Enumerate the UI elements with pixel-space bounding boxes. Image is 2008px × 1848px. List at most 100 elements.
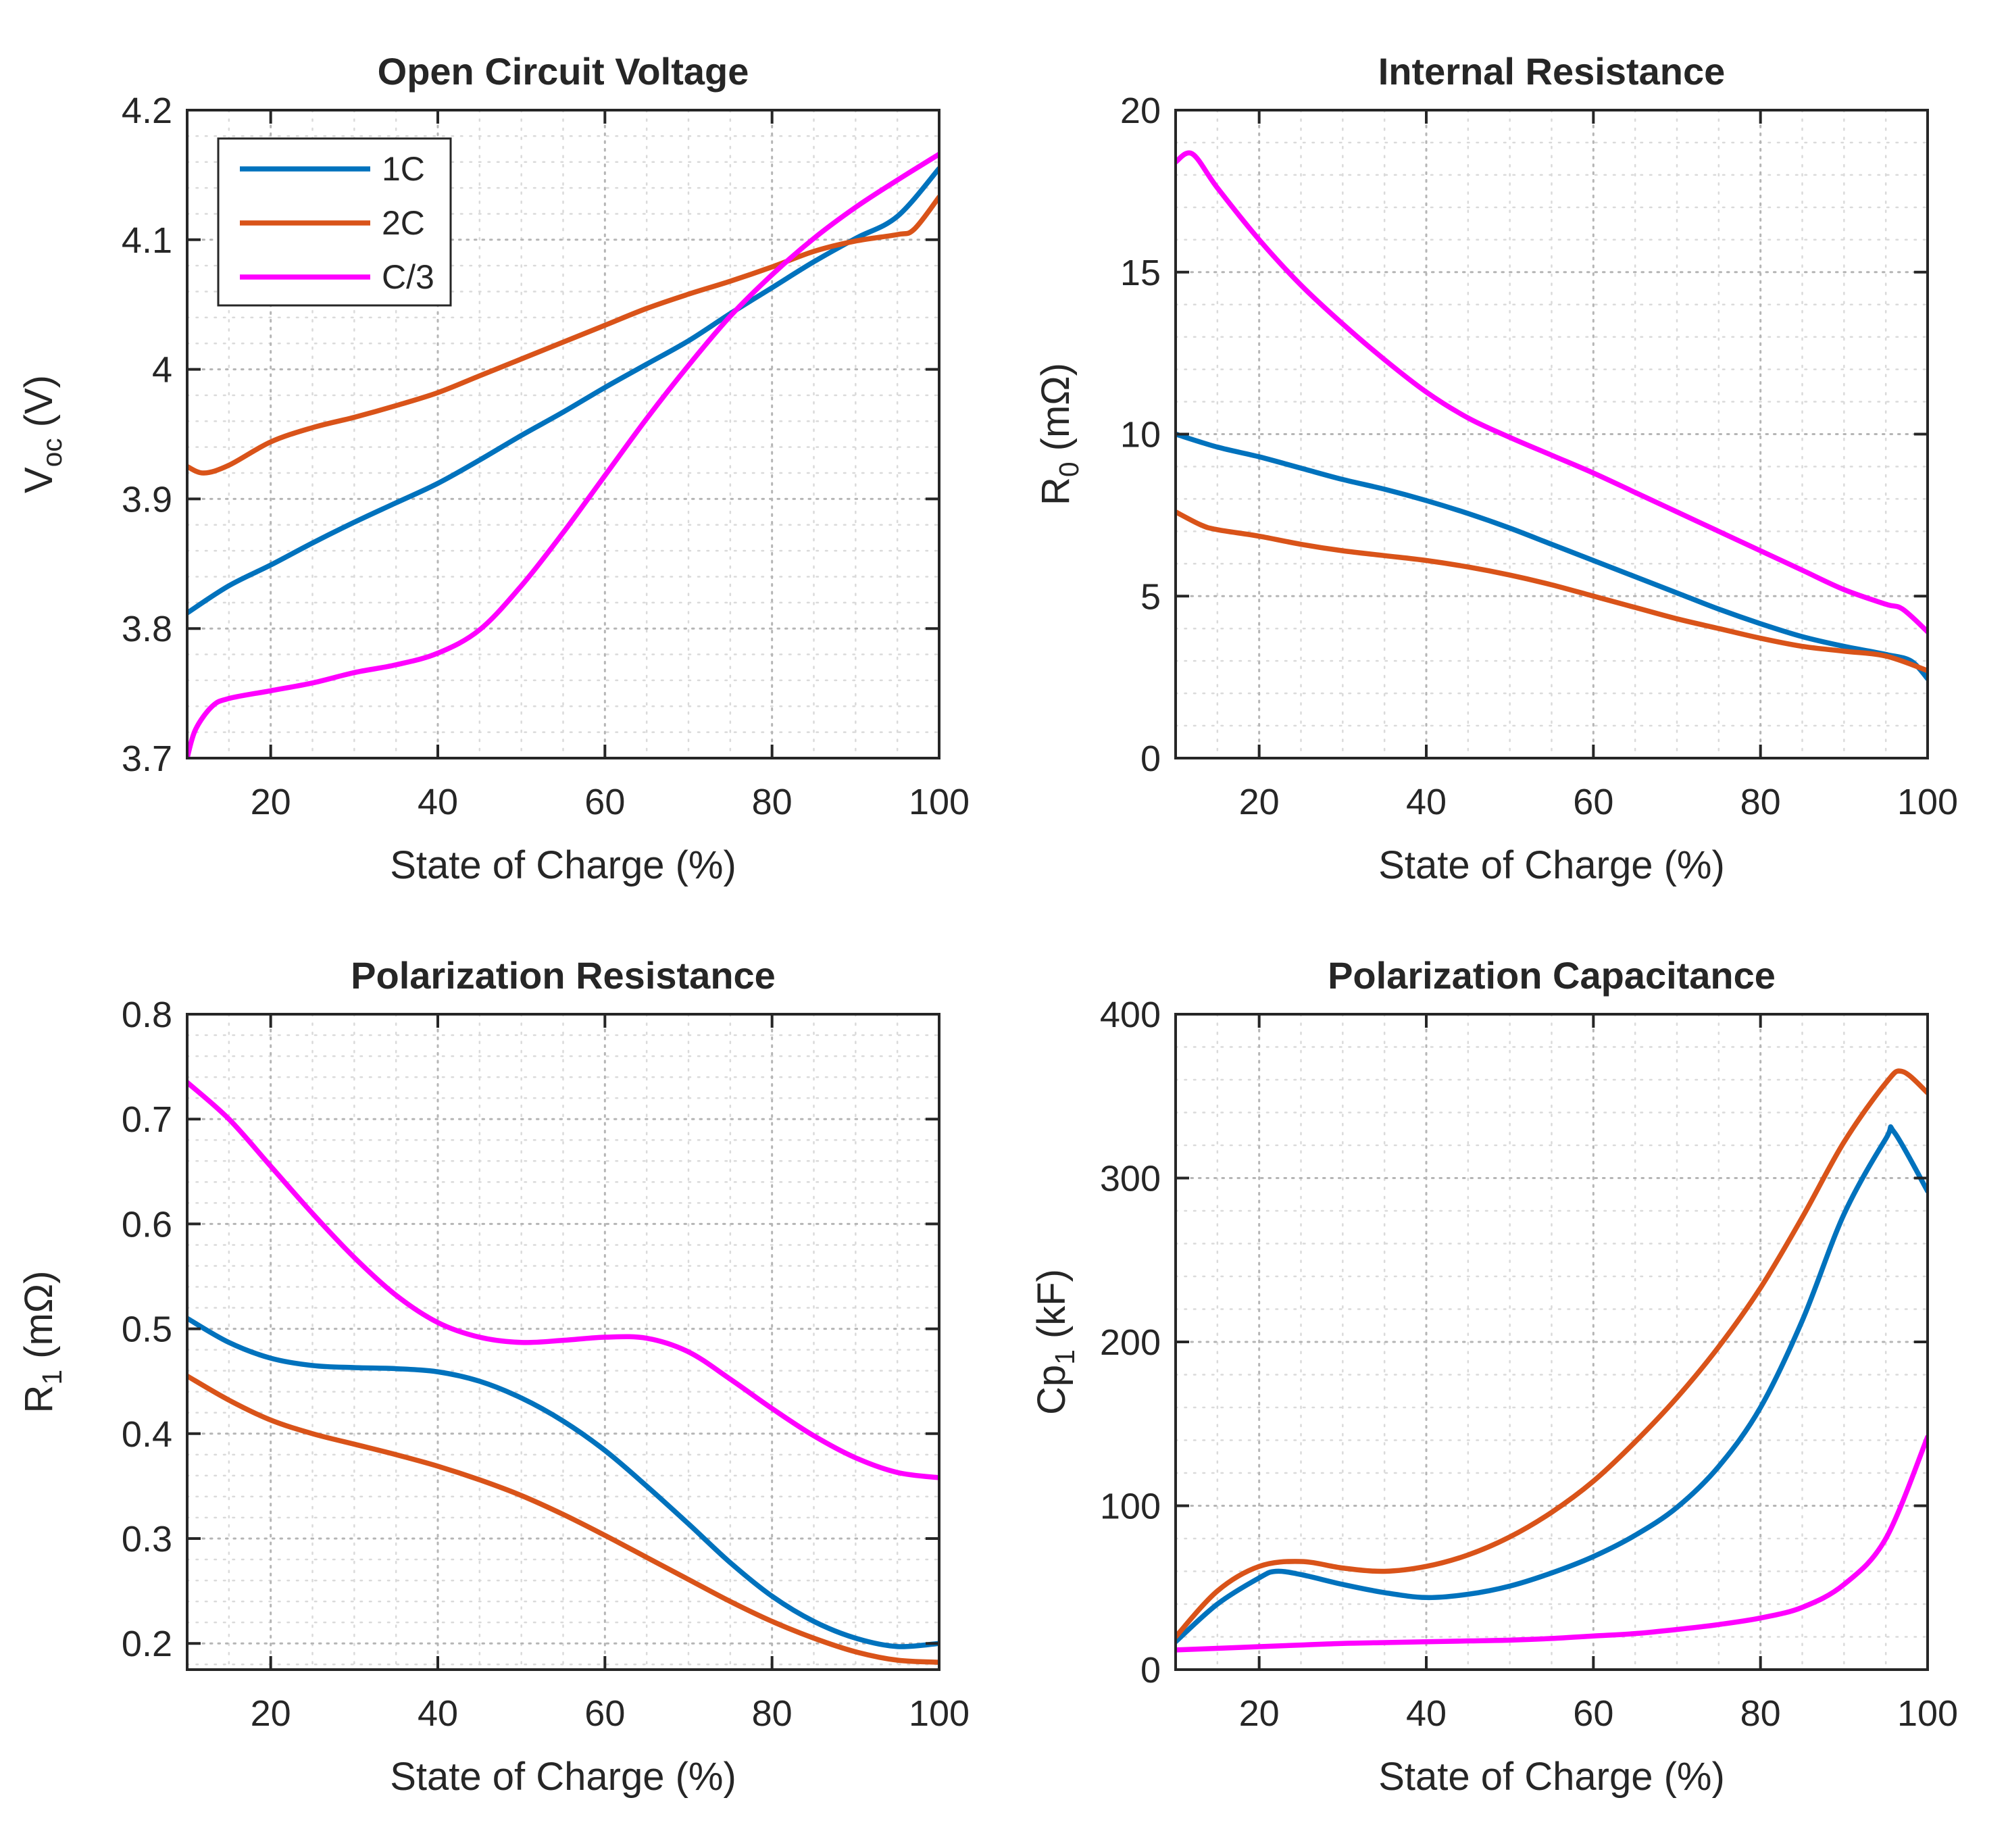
minor-grid — [186, 1013, 940, 1671]
x-tick-label: 100 — [1897, 1693, 1958, 1734]
y-tick-labels: 0.2 0.3 0.4 0.5 0.6 0.7 0.8 — [122, 995, 172, 1664]
major-grid — [1174, 109, 1929, 759]
x-tick-label: 60 — [1573, 1693, 1613, 1734]
y-tick-label: 0.2 — [122, 1624, 172, 1664]
legend-label-C/3: C/3 — [382, 258, 434, 296]
x-tick-label: 60 — [584, 782, 625, 822]
y-tick-label: 20 — [1120, 91, 1161, 131]
internal-resistance-chart: 20 40 60 80 10 0 0 5 10 15 20 Internal Resistance St… — [1034, 50, 1958, 887]
polarization-capacitance-chart: 20 40 60 80 100 0 100 200 300 400 Polarization Cap… — [1030, 954, 1958, 1799]
y-tick-label: 15 — [1120, 253, 1161, 293]
series-2C — [1176, 1068, 1928, 1640]
chart-title: Open Circuit Voltage — [378, 50, 749, 93]
minor-grid — [1174, 109, 1929, 759]
y-tick-label: 100 — [1100, 1487, 1161, 1527]
y-tick-label: 3.7 — [122, 739, 172, 779]
y-tick-label: 0 — [1140, 739, 1161, 779]
axes-box — [186, 1013, 940, 1671]
series-1C — [1176, 1124, 1928, 1645]
series-2C — [187, 1373, 939, 1665]
x-tick-labels: 20 40 60 80 100 — [1239, 782, 1958, 822]
x-tick-label: 40 — [1406, 1693, 1447, 1734]
tick-marks — [1176, 1013, 1929, 1671]
series-group — [1176, 150, 1928, 682]
y-tick-label: 4.1 — [122, 220, 172, 261]
x-tick-label: 60 — [1573, 782, 1613, 822]
x-tick-label: 20 — [251, 1693, 291, 1734]
x-axis-label: State of Charge (%) — [390, 843, 736, 887]
y-tick-label: 300 — [1100, 1159, 1161, 1199]
y-tick-label: 0 — [1140, 1650, 1161, 1691]
y-axis-label: R0 (mΩ) — [1034, 363, 1084, 505]
subplot-polarization-resistance: 20 40 60 80 100 0.2 0.3 0.4 0.5 0.6 0.7 0.8 Polariza… — [0, 924, 1004, 1848]
series-1C — [187, 1316, 939, 1649]
axes-box — [186, 109, 940, 759]
subplot-internal-resistance: 20 40 60 80 10 0 0 5 10 15 20 Internal Resistance St… — [1004, 0, 2008, 924]
y-axis-label: Voc (V) — [17, 375, 68, 493]
x-tick-label: 100 — [909, 1693, 970, 1734]
y-axis-label: R1 (mΩ) — [17, 1271, 68, 1414]
x-tick-label: 20 — [1239, 782, 1280, 822]
tick-marks — [187, 109, 940, 759]
legend-label-2C: 2C — [382, 204, 425, 242]
series-C/3 — [187, 1080, 939, 1480]
x-tick-label: 20 — [1239, 1693, 1280, 1734]
series-C/3 — [1176, 150, 1928, 634]
chart-title: Polarization Resistance — [351, 954, 776, 997]
y-tick-label: 0.5 — [122, 1309, 172, 1350]
y-tick-label: 0.7 — [122, 1099, 172, 1140]
y-tick-label: 400 — [1100, 995, 1161, 1035]
polarization-resistance-chart: 20 40 60 80 100 0.2 0.3 0.4 0.5 0.6 0.7 0.8 Polariza… — [17, 954, 970, 1799]
x-tick-labels: 20 40 60 80 100 — [251, 782, 970, 822]
x-tick-labels: 20 40 60 80 100 — [1239, 1693, 1958, 1734]
series-C/3 — [187, 151, 939, 758]
x-tick-label: 40 — [418, 782, 458, 822]
y-tick-label: 4 — [152, 350, 172, 391]
y-tick-label: 0.6 — [122, 1204, 172, 1245]
x-tick-label: 20 — [251, 782, 291, 822]
series-2C — [187, 194, 939, 476]
y-tick-label: 0.8 — [122, 995, 172, 1035]
x-tick-label: 40 — [1406, 782, 1447, 822]
y-tick-label: 200 — [1100, 1322, 1161, 1363]
x-axis-label: State of Charge (%) — [1378, 843, 1725, 887]
series-group — [1176, 1068, 1928, 1653]
x-axis-label: State of Charge (%) — [1378, 1755, 1725, 1799]
x-axis-label: State of Charge (%) — [390, 1755, 736, 1799]
chart-title: Polarization Capacitance — [1328, 954, 1776, 997]
legend-label-1C: 1C — [382, 150, 425, 188]
x-tick-label: 80 — [752, 782, 793, 822]
y-axis-label: Cp1 (kF) — [1030, 1269, 1080, 1415]
x-tick-labels: 20 40 60 80 100 — [251, 1693, 970, 1734]
tick-marks — [1176, 109, 1929, 759]
chart-title: Internal Resistance — [1378, 50, 1726, 93]
series-C/3 — [1176, 1434, 1928, 1653]
open-circuit-voltage-chart: 20 40 60 80 100 3.7 3.8 3.9 4 4.1 4.2 Open Circuit … — [17, 50, 970, 887]
subplot-open-circuit-voltage: 20 40 60 80 100 3.7 3.8 3.9 4 4.1 4.2 Open Circuit … — [0, 0, 1004, 924]
y-tick-label: 4.2 — [122, 91, 172, 131]
legend: 1C 2C C/3 — [217, 137, 452, 307]
y-tick-label: 3.9 — [122, 479, 172, 520]
major-grid — [1174, 1013, 1929, 1671]
y-tick-label: 3.8 — [122, 609, 172, 649]
series-group — [187, 1080, 939, 1665]
y-tick-label: 10 — [1120, 415, 1161, 455]
series-1C — [187, 166, 939, 616]
x-tick-label: 80 — [1740, 782, 1781, 822]
x-tick-label: 60 — [584, 1693, 625, 1734]
series-2C — [1176, 509, 1928, 674]
series-group — [187, 151, 939, 758]
x-tick-label: 80 — [1740, 1693, 1781, 1734]
x-tick-label: 80 — [752, 1693, 793, 1734]
x-tick-label: 40 — [418, 1693, 458, 1734]
y-tick-labels: 0 5 10 15 20 — [1120, 91, 1161, 779]
series-1C — [1176, 431, 1928, 682]
x-tick-label: 100 — [909, 782, 970, 822]
subplot-polarization-capacitance: 20 40 60 80 100 0 100 200 300 400 Polarization Cap… — [1004, 924, 2008, 1848]
tick-marks — [187, 1013, 940, 1670]
y-tick-label: 0.3 — [122, 1519, 172, 1559]
y-tick-label: 5 — [1140, 576, 1161, 617]
y-tick-label: 0.4 — [122, 1414, 172, 1455]
y-tick-labels: 3.7 3.8 3.9 4 4.1 4.2 — [122, 91, 172, 779]
